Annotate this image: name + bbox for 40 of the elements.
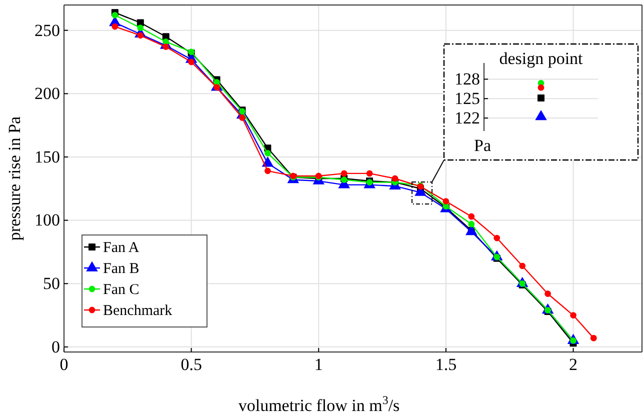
y-axis-title: Pa — [474, 136, 492, 155]
x-tick-label: 2 — [569, 355, 578, 374]
point — [162, 44, 170, 50]
point — [239, 114, 246, 121]
point — [112, 12, 118, 18]
point — [468, 220, 475, 228]
y-axis-title: pressure rise in Pa — [5, 116, 24, 241]
point — [214, 84, 220, 91]
point — [340, 170, 348, 177]
y-tick-label: 250 — [34, 20, 60, 40]
y-tick-label: 50 — [43, 274, 60, 294]
y-tick-label: 100 — [34, 210, 60, 230]
legend-label: Fan A — [103, 240, 140, 256]
point — [519, 262, 526, 270]
legend-label: Benchmark — [103, 303, 173, 319]
x-tick-label: 1.5 — [435, 355, 457, 374]
point — [494, 234, 500, 242]
point — [570, 312, 576, 318]
point — [264, 150, 271, 156]
point — [590, 334, 597, 342]
y-tick-label: 150 — [34, 147, 60, 166]
legend-label: Fan B — [103, 261, 140, 277]
point — [468, 213, 475, 220]
y-tick-label: 200 — [34, 84, 60, 104]
point — [112, 23, 118, 30]
y-tick-label: 0 — [52, 337, 60, 356]
x-tick-label: 0.5 — [180, 355, 202, 374]
y-tick-label: 125 — [454, 89, 480, 108]
chart-title: design point — [499, 49, 584, 68]
y-tick-label: 122 — [454, 108, 480, 128]
point — [137, 24, 144, 31]
point — [442, 198, 450, 204]
y-tick-label: 128 — [454, 70, 480, 89]
point — [544, 290, 551, 297]
x-tick-label: 1 — [314, 355, 323, 374]
point — [366, 170, 373, 177]
x-axis-title: volumetric flow in m$^{3}$/s — [238, 393, 400, 415]
legend-label: Fan C — [103, 282, 140, 298]
point — [264, 168, 271, 174]
point — [392, 175, 398, 182]
